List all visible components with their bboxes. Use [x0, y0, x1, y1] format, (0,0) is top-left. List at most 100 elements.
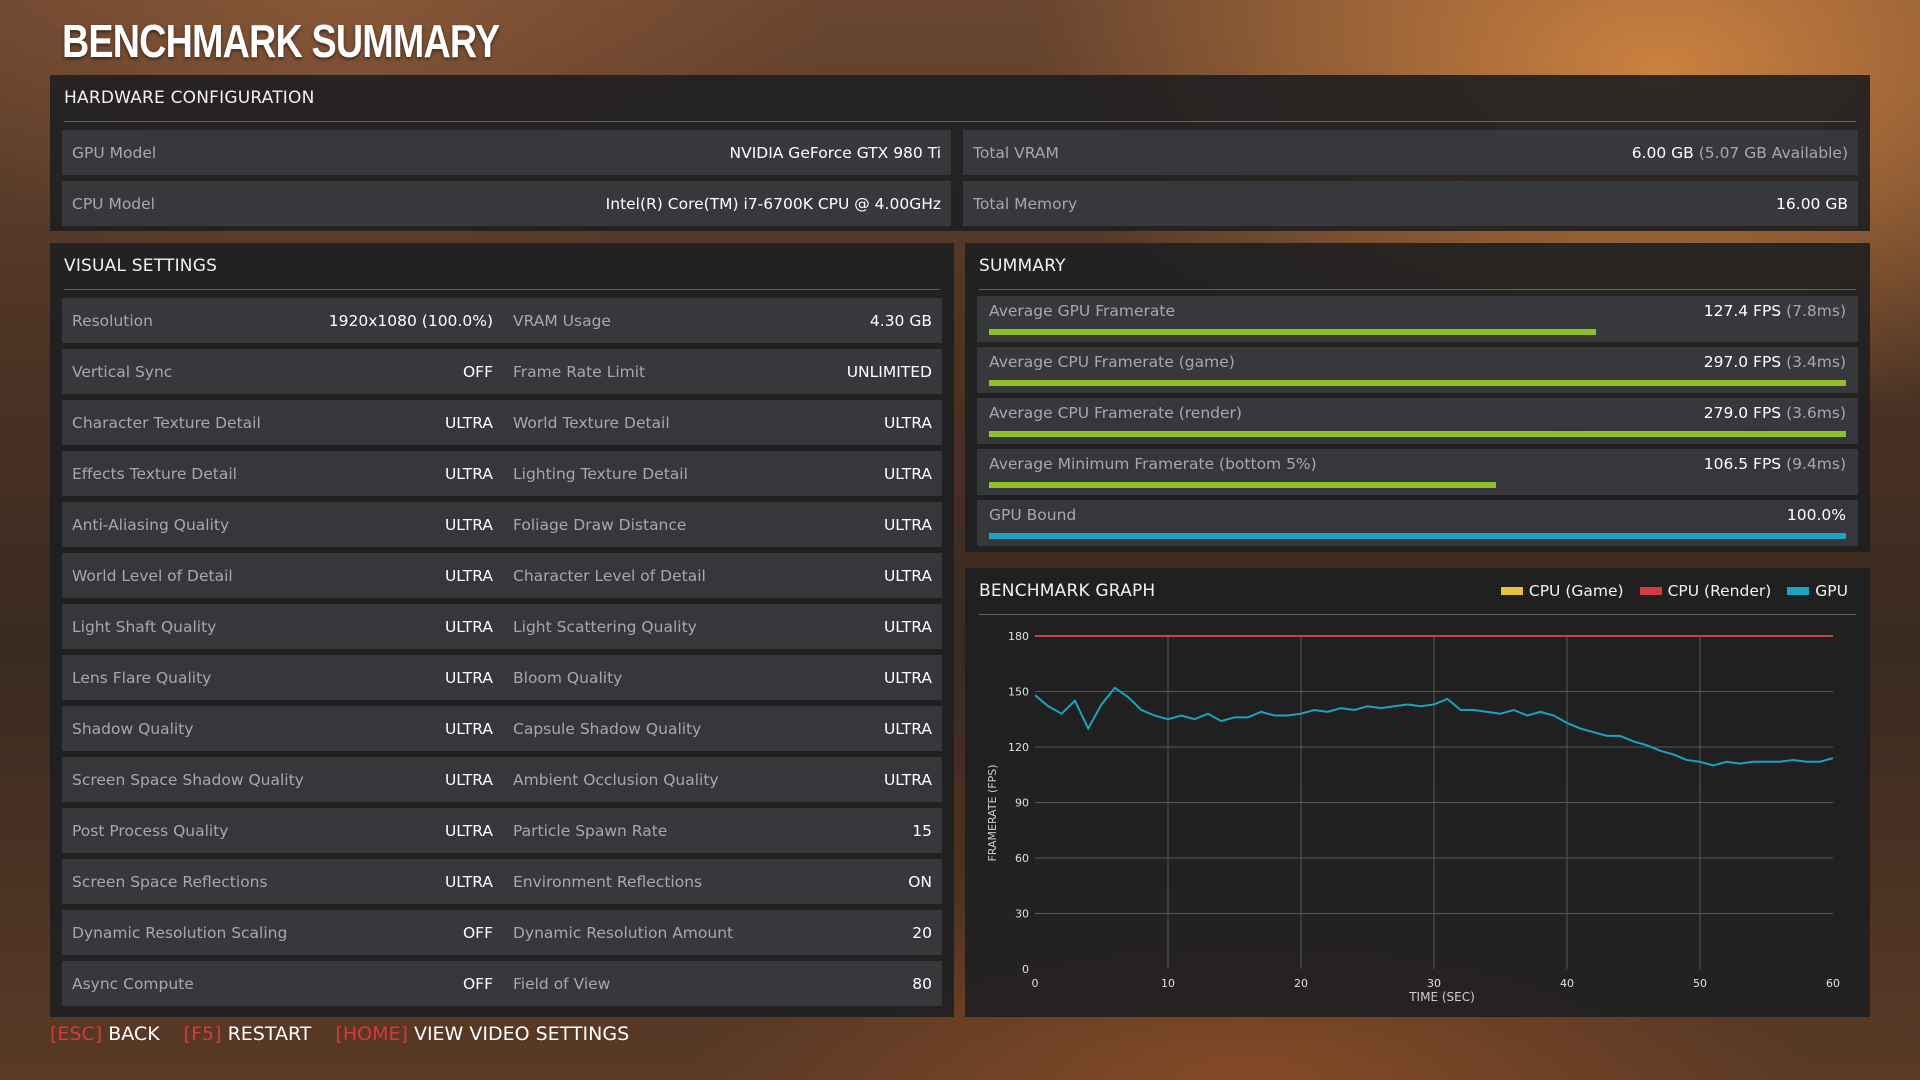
setting-label: Shadow Quality: [72, 719, 194, 738]
setting-row: Field of View 80: [503, 961, 942, 1006]
legend-swatch-cpu-game: [1500, 587, 1523, 595]
restart-button[interactable]: [F5] RESTART: [184, 1023, 312, 1045]
setting-label: Lighting Texture Detail: [513, 464, 688, 483]
y-tick-label: 120: [1008, 741, 1029, 754]
x-tick-label: 20: [1294, 977, 1308, 990]
view-video-settings-button[interactable]: [HOME] VIEW VIDEO SETTINGS: [335, 1023, 629, 1045]
legend-label-cpu-game: CPU (Game): [1528, 582, 1624, 600]
setting-label: Screen Space Reflections: [72, 872, 268, 891]
summary-value: 297.0 FPS (3.4ms): [1704, 353, 1846, 371]
vram-available: (5.07 GB Available): [1698, 143, 1848, 162]
setting-label: Vertical Sync: [72, 362, 173, 381]
setting-row: Frame Rate Limit UNLIMITED: [503, 349, 942, 394]
setting-row: VRAM Usage 4.30 GB: [503, 298, 942, 343]
total-memory-row: Total Memory 16.00 GB: [963, 181, 1858, 226]
setting-row: Async Compute OFF: [62, 961, 503, 1006]
graph-series: [1034, 635, 1834, 767]
setting-value: ULTRA: [444, 464, 493, 483]
summary-bar-fill: [989, 533, 1846, 539]
setting-label: World Texture Detail: [513, 413, 670, 432]
graph-ticks: 0 30 60 90 120 150 180 0 10 20 30 40 50 60: [1008, 630, 1840, 990]
setting-label: Post Process Quality: [72, 821, 229, 840]
summary-label: Average CPU Framerate (render): [989, 404, 1242, 422]
setting-row: Character Level of Detail ULTRA: [503, 553, 942, 598]
summary-value-main: 127.4 FPS: [1703, 302, 1782, 320]
x-tick-label: 40: [1560, 977, 1574, 990]
setting-value: ULTRA: [883, 566, 932, 585]
setting-row: Lighting Texture Detail ULTRA: [503, 451, 942, 496]
setting-label: Foliage Draw Distance: [513, 515, 687, 534]
benchmark-graph-chart: 0 30 60 90 120 150 180 0 10 20 30 40 50 60 TIME (SEC)…: [986, 630, 1840, 1004]
x-tick-label: 10: [1161, 977, 1175, 990]
gpu-model-label: GPU Model: [72, 143, 157, 162]
setting-row: World Texture Detail ULTRA: [503, 400, 942, 445]
setting-label: Light Shaft Quality: [72, 617, 217, 636]
y-tick-label: 60: [1015, 852, 1029, 865]
y-tick-label: 0: [1022, 963, 1029, 976]
summary-value-ms: (7.8ms): [1786, 302, 1846, 320]
legend-label-cpu-render: CPU (Render): [1667, 582, 1772, 600]
setting-label: Ambient Occlusion Quality: [513, 770, 719, 789]
cpu-model-value: Intel(R) Core(TM) i7-6700K CPU @ 4.00GHz: [605, 194, 941, 213]
setting-label: Capsule Shadow Quality: [513, 719, 702, 738]
setting-value: 20: [912, 923, 932, 942]
esc-key: ESC: [57, 1023, 95, 1045]
visual-settings-heading: VISUAL SETTINGS: [64, 243, 940, 290]
setting-label: Character Texture Detail: [72, 413, 261, 432]
graph-grid: [1035, 635, 1833, 969]
setting-value: 15: [912, 821, 932, 840]
f5-key-bracket-open: [: [183, 1023, 192, 1045]
summary-bar-track: [989, 380, 1846, 386]
y-tick-label: 30: [1015, 908, 1029, 921]
summary-value-main: 279.0 FPS: [1703, 404, 1782, 422]
back-button[interactable]: [ESC] BACK: [50, 1023, 160, 1045]
total-vram-value-wrap: 6.00 GB (5.07 GB Available): [1632, 144, 1848, 162]
summary-value-main: 100.0%: [1786, 506, 1846, 524]
setting-row: Capsule Shadow Quality ULTRA: [503, 706, 942, 751]
cpu-model-label: CPU Model: [72, 194, 155, 213]
summary-bar-track: [989, 431, 1846, 437]
setting-value: ULTRA: [444, 413, 493, 432]
setting-value: ULTRA: [444, 515, 493, 534]
f5-key: F5: [191, 1023, 215, 1045]
total-vram-row: Total VRAM 6.00 GB (5.07 GB Available): [963, 130, 1858, 175]
setting-label: Environment Reflections: [513, 872, 703, 891]
gpu-model-value: NVIDIA GeForce GTX 980 Ti: [729, 143, 942, 162]
setting-row: Particle Spawn Rate 15: [503, 808, 942, 853]
summary-label: Average Minimum Framerate (bottom 5%): [989, 455, 1317, 473]
summary-bar-fill: [989, 329, 1596, 335]
setting-value: ULTRA: [444, 770, 493, 789]
setting-label: Frame Rate Limit: [513, 362, 646, 381]
setting-label: Dynamic Resolution Scaling: [72, 923, 288, 942]
setting-row: Foliage Draw Distance ULTRA: [503, 502, 942, 547]
setting-value: ULTRA: [883, 413, 932, 432]
hardware-heading: HARDWARE CONFIGURATION: [64, 75, 1856, 122]
legend-swatch-gpu: [1787, 587, 1810, 595]
setting-label: Light Scattering Quality: [513, 617, 697, 636]
f5-key-bracket-close: ]: [214, 1023, 222, 1045]
restart-label: RESTART: [227, 1023, 312, 1045]
y-tick-label: 150: [1008, 686, 1029, 699]
setting-label: Character Level of Detail: [513, 566, 706, 585]
gpu-model-row: GPU Model NVIDIA GeForce GTX 980 Ti: [62, 130, 951, 175]
setting-label: Dynamic Resolution Amount: [513, 923, 734, 942]
summary-bar-track: [989, 329, 1846, 335]
graph-legend: CPU (Game) CPU (Render) GPU: [1500, 582, 1848, 600]
summary-label: Average CPU Framerate (game): [989, 353, 1235, 371]
summary-bar-fill: [989, 380, 1846, 386]
x-tick-label: 60: [1826, 977, 1840, 990]
summary-label: GPU Bound: [989, 506, 1077, 524]
esc-key-bracket-open: [: [50, 1023, 58, 1045]
summary-row: Average CPU Framerate (render) 279.0 FPS …: [977, 398, 1858, 444]
setting-row: Lens Flare Quality ULTRA: [62, 655, 503, 700]
summary-label: Average GPU Framerate: [989, 302, 1175, 320]
summary-bar-fill: [989, 482, 1497, 488]
setting-label: Particle Spawn Rate: [513, 821, 668, 840]
setting-label: Bloom Quality: [513, 668, 623, 687]
series-line-gpu: [1034, 686, 1834, 767]
benchmark-graph-panel: BENCHMARK GRAPH CPU (Game) CPU (Render) …: [965, 568, 1870, 1017]
total-vram-value: 6.00 GB: [1631, 143, 1694, 162]
setting-label: Effects Texture Detail: [72, 464, 237, 483]
legend-swatch-cpu-render: [1639, 587, 1662, 595]
setting-row: World Level of Detail ULTRA: [62, 553, 503, 598]
